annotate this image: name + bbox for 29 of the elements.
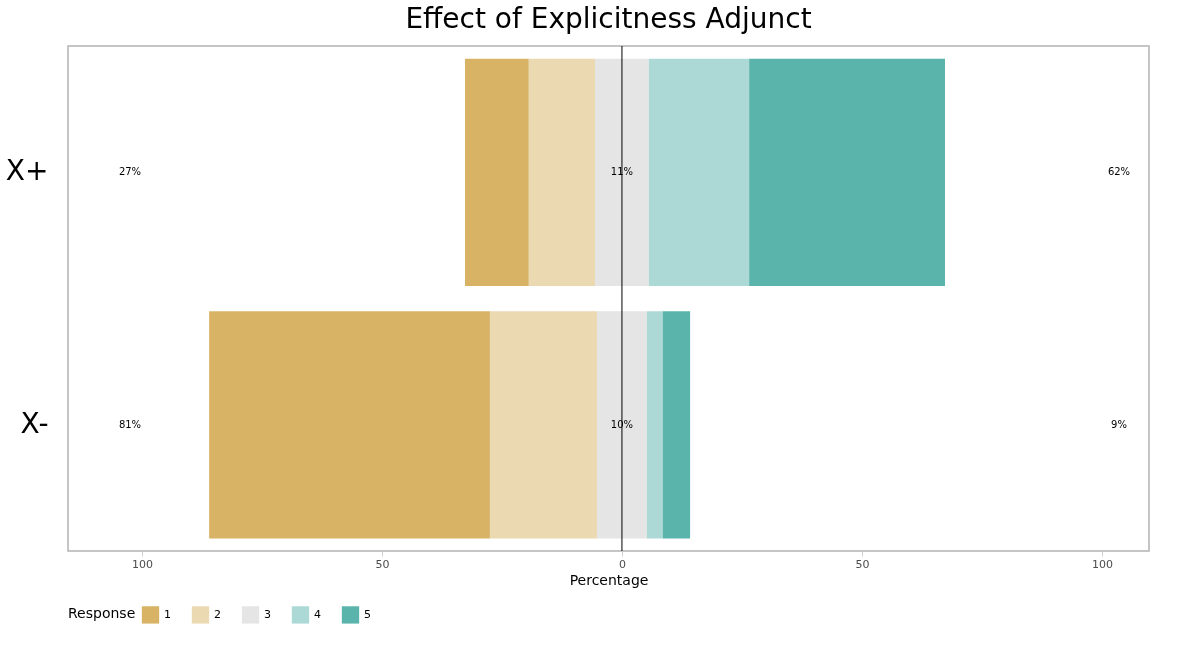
y-tick-label: X- [20, 406, 49, 440]
bar [596, 311, 647, 539]
bar [749, 58, 945, 286]
bar [464, 58, 529, 286]
x-tick-label: 50 [375, 557, 390, 571]
annotation: 9% [1111, 418, 1127, 430]
legend-label: 5 [364, 607, 371, 621]
annotation: 62% [1107, 166, 1131, 178]
x-tick-label: 50 [855, 557, 870, 571]
legend-title: Response [68, 605, 136, 621]
bar [646, 311, 663, 539]
bar [528, 58, 596, 286]
legend-label: 2 [214, 607, 221, 621]
bar [662, 311, 691, 539]
legend-label: 1 [164, 607, 171, 621]
bar [595, 58, 649, 286]
bar [209, 311, 490, 539]
legend-label: 4 [314, 607, 321, 621]
annotation: 27% [118, 166, 142, 178]
legend-label: 3 [264, 607, 271, 621]
bar [489, 311, 597, 539]
bar [648, 58, 750, 286]
x-axis-title: Percentage [569, 571, 649, 588]
x-tick-label: 100 [1091, 557, 1113, 571]
annotation: 81% [118, 418, 142, 430]
y-tick-label: X+ [5, 154, 49, 188]
chart-title: Effect of Explicitness Adjunct [405, 1, 812, 35]
x-tick-label: 100 [131, 557, 153, 571]
x-tick-label: 0 [618, 557, 626, 571]
